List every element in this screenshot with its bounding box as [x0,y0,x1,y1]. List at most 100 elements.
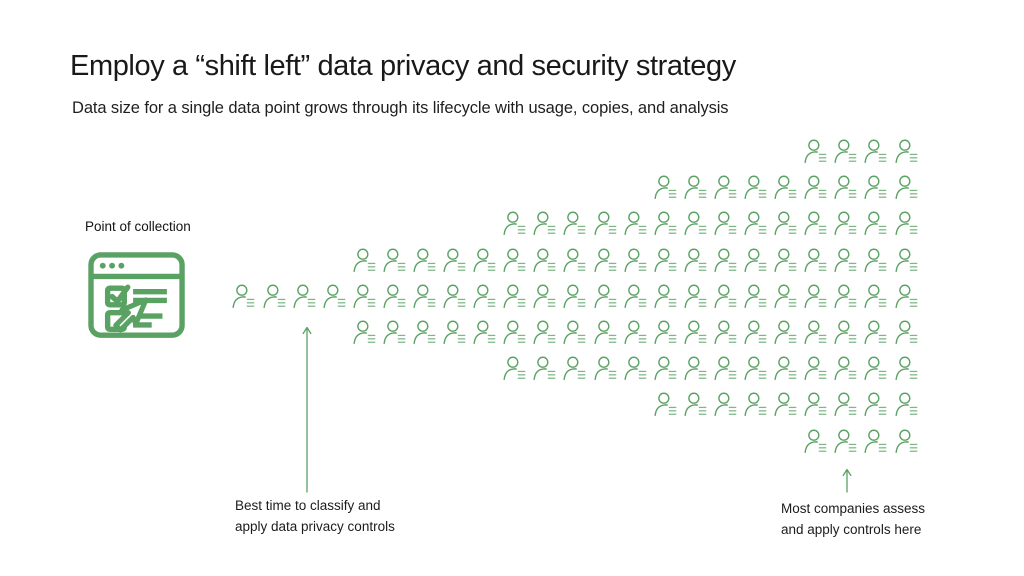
person-record-icon [834,211,857,236]
person-record-icon [383,248,406,272]
person-record-icon [533,284,556,308]
person-record-icon [774,392,797,417]
person-record-icon [834,392,857,417]
person-record-icon [503,320,526,344]
person-record-icon [714,175,737,200]
person-record-icon [834,356,857,381]
person-record-icon [654,175,677,200]
person-record-icon [594,248,616,272]
person-record-icon [714,392,737,417]
person-record-icon [894,284,917,308]
person-record-icon [684,392,707,417]
person-record-icon [834,248,857,272]
person-record-icon [624,248,646,272]
person-record-icon [894,211,917,236]
person-record-icon [413,284,436,308]
browser-window-icon [88,252,185,338]
person-record-icon [894,139,917,163]
annotation-most-companies: Most companies assess and apply controls… [781,501,926,537]
person-record-icon [894,175,917,200]
pictograph [228,139,918,465]
person-record-icon [533,356,556,381]
pictograph-row [228,175,918,201]
point-of-collection-label: Point of collection [85,219,191,234]
person-record-icon [744,248,767,272]
left-up-arrow [302,326,312,493]
form-text-lines [133,288,167,304]
person-record-icon [624,320,646,344]
person-record-icon [834,284,857,308]
person-record-icon [714,284,737,308]
person-record-icon [744,284,767,308]
pictograph-row [228,356,918,382]
person-record-icon [894,320,917,344]
person-record-icon [654,356,677,381]
checked-checkbox-icon [104,284,131,308]
person-record-icon [774,284,797,308]
person-record-icon [594,211,616,236]
person-record-icon [834,175,857,200]
person-record-icon [684,356,707,381]
person-record-icon [383,284,406,308]
person-record-icon [563,211,586,236]
browser-dots-icon [99,262,125,269]
person-record-icon [894,248,917,272]
cursor-arrow-icon [113,297,149,333]
person-record-icon [684,211,707,236]
person-record-icon [624,211,646,236]
person-record-icon [353,320,376,344]
person-record-icon [894,392,917,417]
person-record-icon [864,284,887,308]
person-record-icon [804,211,827,236]
browser-form-with-cursor-icon [87,251,189,345]
person-record-icon [804,175,827,200]
person-record-icon [864,392,887,417]
person-record-icon [774,356,797,381]
person-record-icon [563,356,586,381]
person-record-icon [834,139,857,163]
person-record-icon [594,320,616,344]
person-record-icon [804,429,827,453]
person-record-icon [654,392,677,417]
person-record-icon [443,248,466,272]
person-record-icon [864,320,887,344]
person-record-icon [894,356,917,381]
right-up-arrow [842,468,852,493]
person-record-icon [624,356,646,381]
person-record-icon [894,429,917,453]
person-record-icon [864,429,887,453]
person-record-icon [864,139,887,163]
person-record-icon [503,211,526,236]
person-record-icon [654,248,677,272]
person-record-icon [624,284,646,308]
person-record-icon [262,284,285,308]
person-record-icon [413,248,436,272]
person-record-icon [714,356,737,381]
person-record-icon [533,211,556,236]
person-record-icon [503,284,526,308]
person-record-icon [744,211,767,236]
person-record-icon [323,284,346,308]
person-record-icon [383,320,406,344]
person-record-icon [714,248,737,272]
person-record-icon [594,284,616,308]
person-record-icon [473,284,496,308]
person-record-icon [864,211,887,236]
person-record-icon [293,284,315,308]
person-record-icon [744,175,767,200]
person-record-icon [804,284,827,308]
person-record-icon [533,248,556,272]
pictograph-row [228,320,918,346]
person-record-icon [654,211,677,236]
pictograph-row [228,248,918,274]
person-record-icon [774,248,797,272]
person-record-icon [774,211,797,236]
person-record-icon [804,248,827,272]
person-record-icon [804,139,827,163]
person-record-icon [563,320,586,344]
person-record-icon [473,248,496,272]
person-record-icon [774,320,797,344]
page-title: Employ a “shift left” data privacy and s… [70,50,736,82]
person-record-icon [503,248,526,272]
